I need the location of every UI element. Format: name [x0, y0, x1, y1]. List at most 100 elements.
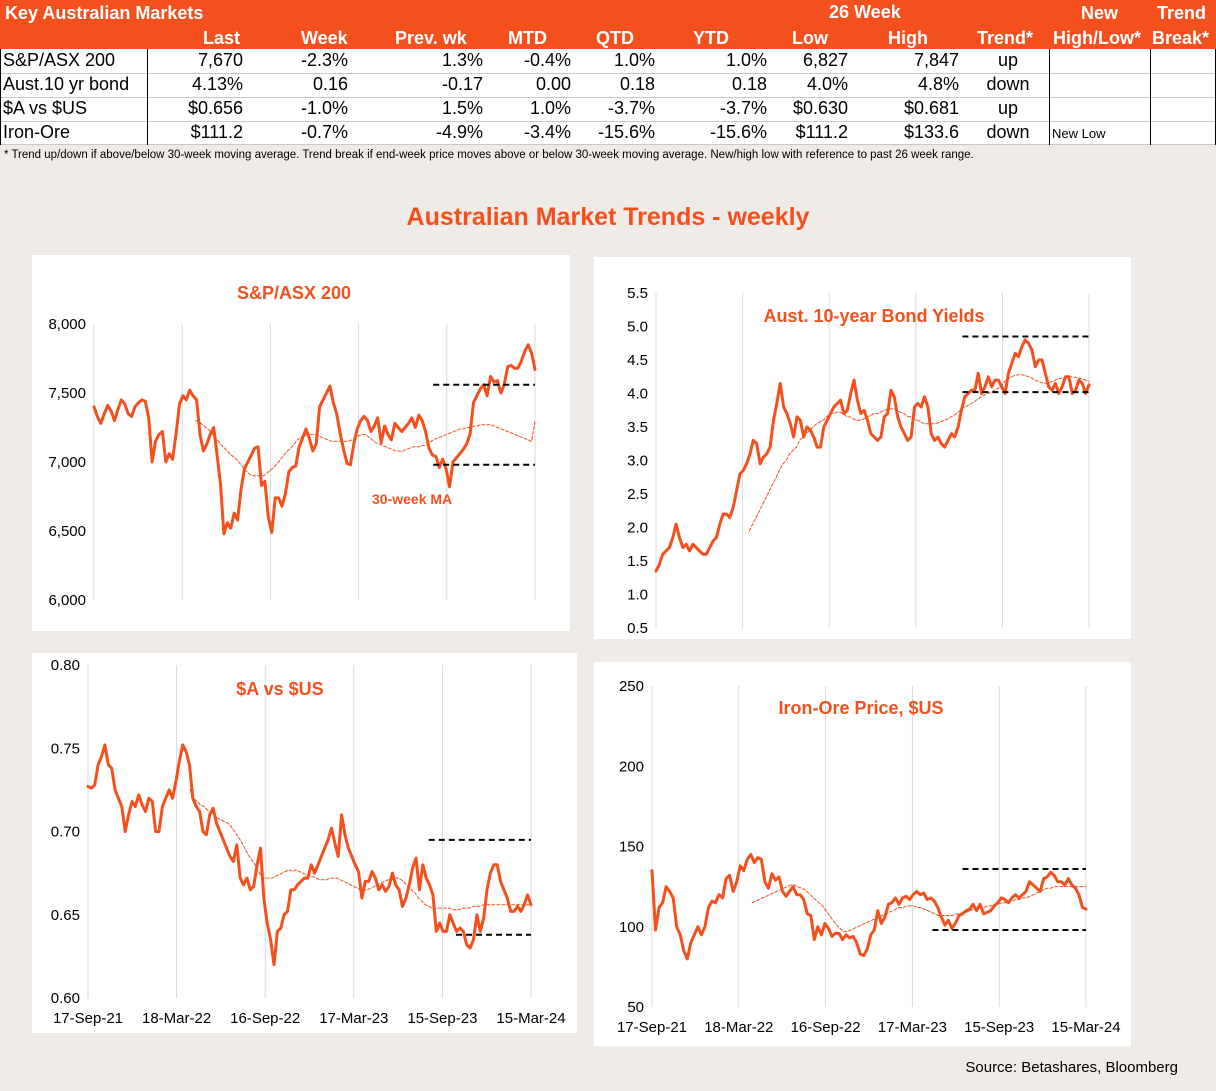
chart-panel-asx: 6,000 6,500 7,000 7,500 8,000 S&P/ASX 200 30-w…: [32, 255, 570, 631]
x-tick-label: 18-Mar-22: [142, 1010, 211, 1027]
cell-mtd: 1.0%: [529, 98, 571, 118]
y-tick-label: 0.5: [627, 620, 648, 637]
source-note: Source: Betashares, Bloomberg: [965, 1059, 1178, 1076]
col-trend-break: Break*: [1152, 28, 1210, 48]
chart-aud: 0.60 0.65 0.70 0.75 0.80 17-Sep-21 18-Mar-22 16…: [51, 657, 566, 1027]
cell-trend: down: [986, 122, 1030, 142]
cell-trend: up: [997, 98, 1019, 118]
cell-ytd: -15.6%: [709, 122, 767, 142]
table-body: [0, 49, 1216, 145]
x-tick-label: 15-Mar-24: [496, 1010, 565, 1027]
y-tick-label: 4.5: [627, 352, 648, 369]
chart-panel-iron: 50 100 150 200 250 17-Sep-21 18-Mar-22 16-Sep-2…: [594, 662, 1131, 1046]
series-30wk-ma: [195, 420, 536, 477]
cell-trend: down: [986, 74, 1030, 94]
cell-prev: 1.3%: [441, 50, 483, 70]
x-tick-label: 17-Mar-23: [319, 1010, 388, 1027]
y-tick-label: 5.5: [627, 285, 648, 302]
chart-bond: 0.5 1.0 1.5 2.0 2.5 3.0 3.5 4.0 4.5 5.0 5.5 Aust. 1…: [627, 285, 1091, 637]
chart-panel-aud: 0.60 0.65 0.70 0.75 0.80 17-Sep-21 18-Mar-22 16…: [32, 653, 577, 1033]
x-tick-label: 17-Sep-21: [53, 1010, 123, 1027]
col-high: High: [888, 28, 928, 48]
cell-week: 0.16: [312, 74, 348, 94]
cell-low: 6,827: [802, 50, 848, 70]
cell-qtd: -3.7%: [607, 98, 655, 118]
cell-name: Aust.10 yr bond: [3, 74, 130, 94]
cell-high: $133.6: [903, 122, 959, 142]
x-tick-label: 15-Mar-24: [1051, 1019, 1120, 1036]
cell-high: $0.681: [903, 98, 959, 118]
y-tick-label: 6,000: [48, 592, 86, 609]
cell-prev: -0.17: [441, 74, 483, 94]
y-tick-label: 6,500: [48, 523, 86, 540]
cell-last: 4.13%: [191, 74, 243, 94]
x-tick-label: 17-Mar-23: [878, 1019, 947, 1036]
cell-week: -1.0%: [300, 98, 348, 118]
cell-qtd: 1.0%: [613, 50, 655, 70]
y-tick-label: 150: [619, 839, 644, 856]
cell-high: 7,847: [913, 50, 959, 70]
y-tick-label: 0.65: [51, 907, 80, 924]
series-price: [92, 343, 537, 536]
x-tick-label: 15-Sep-23: [964, 1019, 1034, 1036]
series-price: [86, 743, 533, 967]
y-tick-label: 200: [619, 758, 644, 775]
cell-low: 4.0%: [806, 74, 848, 94]
chart-title: $A vs $US: [236, 679, 323, 699]
cell-name: $A vs $US: [3, 98, 88, 118]
cell-low: $111.2: [795, 122, 848, 142]
y-tick-label: 7,500: [48, 385, 86, 402]
y-tick-label: 100: [619, 919, 644, 936]
header-new-top: New: [1081, 3, 1119, 23]
col-week: Week: [301, 28, 348, 48]
y-tick-label: 50: [627, 999, 644, 1016]
y-tick-label: 2.0: [627, 520, 648, 537]
cell-qtd: 0.18: [619, 74, 655, 94]
cell-last: $111.2: [190, 122, 243, 142]
col-qtd: QTD: [596, 28, 634, 48]
main-title: Australian Market Trends - weekly: [406, 203, 810, 231]
group-header-26week: 26 Week: [829, 2, 901, 22]
cell-mtd: -3.4%: [523, 122, 571, 142]
chart-iron: 50 100 150 200 250 17-Sep-21 18-Mar-22 16-Sep-2…: [617, 678, 1121, 1036]
cell-mtd: 0.00: [535, 74, 571, 94]
y-tick-label: 7,000: [48, 454, 86, 471]
cell-prev: -4.9%: [435, 122, 483, 142]
cell-low: $0.630: [792, 98, 848, 118]
cell-ytd: -3.7%: [719, 98, 767, 118]
col-trend: Trend*: [977, 28, 1034, 48]
cell-high: 4.8%: [917, 74, 959, 94]
col-mtd: MTD: [508, 28, 547, 48]
x-tick-label: 18-Mar-22: [704, 1019, 773, 1036]
table-header-columns: Last Week Prev. wk MTD QTD YTD Low High …: [0, 25, 1216, 49]
y-tick-label: 0.80: [51, 657, 80, 674]
table-title: Key Australian Markets: [5, 3, 204, 23]
series-price: [650, 853, 1088, 961]
series-price: [654, 338, 1091, 573]
cell-qtd: -15.6%: [597, 122, 655, 142]
cell-week: -2.3%: [300, 50, 348, 70]
cell-last: 7,670: [197, 50, 243, 70]
cell-week: -0.7%: [300, 122, 348, 142]
chart-panel-bond: 0.5 1.0 1.5 2.0 2.5 3.0 3.5 4.0 4.5 5.0 5.5 Aust. 1…: [594, 257, 1131, 639]
series-30wk-ma: [748, 374, 1090, 532]
y-tick-label: 8,000: [48, 316, 86, 333]
col-new-high-low: High/Low*: [1053, 28, 1141, 48]
cell-name: S&P/ASX 200: [3, 50, 116, 70]
chart-asx: 6,000 6,500 7,000 7,500 8,000 S&P/ASX 200 30-w…: [48, 283, 537, 609]
y-tick-label: 0.70: [51, 824, 80, 841]
chart-title: S&P/ASX 200: [237, 283, 351, 303]
series-30wk-ma: [751, 884, 1087, 933]
y-tick-label: 3.0: [627, 453, 648, 470]
cell-ytd: 0.18: [731, 74, 767, 94]
y-tick-label: 0.75: [51, 740, 80, 757]
x-tick-label: 16-Sep-22: [230, 1010, 300, 1027]
y-tick-label: 2.5: [627, 486, 648, 503]
x-tick-label: 15-Sep-23: [407, 1010, 477, 1027]
col-ytd: YTD: [693, 28, 729, 48]
y-tick-label: 250: [619, 678, 644, 695]
cell-mtd: -0.4%: [523, 50, 571, 70]
cell-prev: 1.5%: [441, 98, 483, 118]
y-tick-label: 4.0: [627, 386, 648, 403]
table-header-top: Key Australian Markets 26 Week New Trend: [0, 0, 1216, 25]
